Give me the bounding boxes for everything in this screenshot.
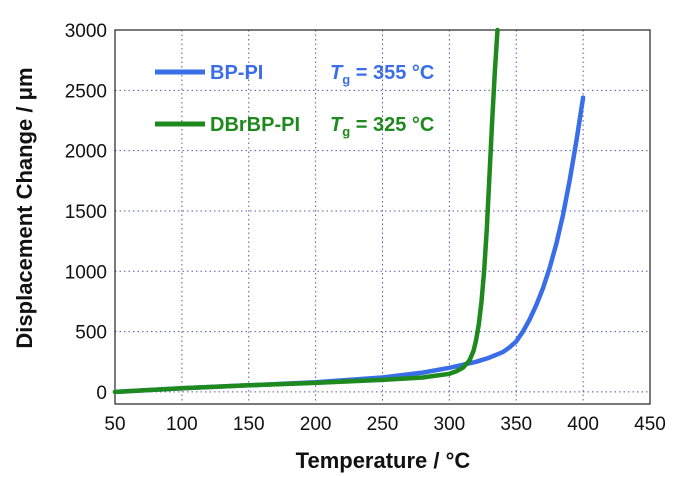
legend-label-bp-pi: BP-PI — [210, 62, 263, 84]
x-tick-label: 400 — [567, 414, 599, 435]
x-tick-label: 450 — [634, 414, 666, 435]
x-axis-ticks: 50 100 150 200 250 300 350 400 450 — [104, 414, 665, 435]
x-tick-label: 150 — [233, 414, 265, 435]
y-tick-label: 2000 — [65, 142, 107, 163]
x-axis-title: Temperature / °C — [296, 448, 471, 473]
x-tick-label: 300 — [434, 414, 466, 435]
x-tick-label: 350 — [500, 414, 532, 435]
x-tick-label: 50 — [104, 414, 125, 435]
y-tick-label: 500 — [75, 323, 107, 344]
y-tick-label: 1000 — [65, 262, 107, 283]
y-tick-label: 2500 — [65, 81, 107, 102]
legend: BP-PI Tg = 355 °C DBrBP-PI Tg = 325 °C — [155, 62, 434, 139]
legend-label-dbrbp-pi: DBrBP-PI — [210, 114, 300, 136]
grid — [115, 30, 650, 404]
series-line-dbrbp-pi — [112, 27, 500, 395]
series-lines — [112, 27, 586, 395]
series-line-bp-pi — [112, 95, 586, 395]
y-axis-ticks: 0 500 1000 1500 2000 2500 3000 — [65, 21, 107, 404]
legend-tg-bp-pi: Tg = 355 °C — [330, 62, 434, 87]
y-axis-title: Displacement Change / μm — [12, 67, 37, 348]
y-tick-label: 3000 — [65, 21, 107, 42]
plot-frame — [114, 29, 651, 405]
legend-tg-dbrbp-pi: Tg = 325 °C — [330, 114, 434, 139]
x-tick-label: 250 — [367, 414, 399, 435]
y-tick-label: 0 — [96, 383, 107, 404]
x-tick-label: 100 — [166, 414, 198, 435]
x-tick-label: 200 — [300, 414, 332, 435]
y-tick-label: 1500 — [65, 202, 107, 223]
